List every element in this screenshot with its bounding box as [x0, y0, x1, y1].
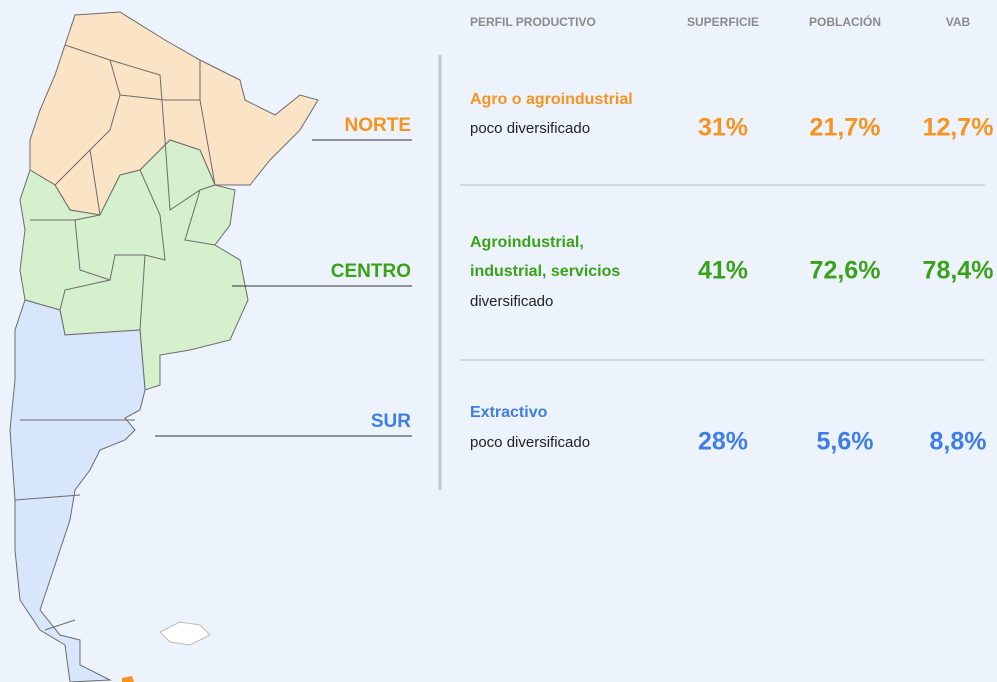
- value: 12,7%: [923, 114, 994, 142]
- header: VAB: [946, 15, 971, 29]
- row-title: industrial, servicios: [470, 263, 620, 280]
- header: PERFIL PRODUCTIVO: [470, 15, 596, 29]
- value: 21,7%: [810, 114, 881, 142]
- table: PERFIL PRODUCTIVO SUPERFICIE POBLACIÓN V…: [460, 14, 994, 456]
- row-title: Agro o agroindustrial: [470, 91, 633, 108]
- region-label: NORTE: [345, 115, 412, 136]
- region-labels: NORTE CENTRO SUR: [155, 115, 412, 437]
- region-label: CENTRO: [331, 261, 411, 282]
- row-subtitle: poco diversificado: [470, 120, 590, 137]
- value: 31%: [698, 114, 748, 142]
- row-title: Extractivo: [470, 404, 548, 421]
- row-subtitle: diversificado: [470, 293, 553, 310]
- value: 72,6%: [810, 257, 881, 285]
- tierra-del-fuego-east: [122, 676, 134, 682]
- value: 28%: [698, 428, 748, 456]
- value: 78,4%: [923, 257, 994, 285]
- header: SUPERFICIE: [687, 15, 759, 29]
- map: [9, 11, 319, 682]
- region-sur: [9, 299, 146, 682]
- value: 41%: [698, 257, 748, 285]
- row-title: Agroindustrial,: [470, 234, 584, 251]
- islands: [159, 621, 211, 646]
- value: 5,6%: [817, 428, 874, 456]
- header: POBLACIÓN: [809, 14, 881, 29]
- value: 8,8%: [930, 428, 987, 456]
- row-subtitle: poco diversificado: [470, 434, 590, 451]
- region-label: SUR: [371, 411, 411, 432]
- province-borders: [14, 44, 216, 631]
